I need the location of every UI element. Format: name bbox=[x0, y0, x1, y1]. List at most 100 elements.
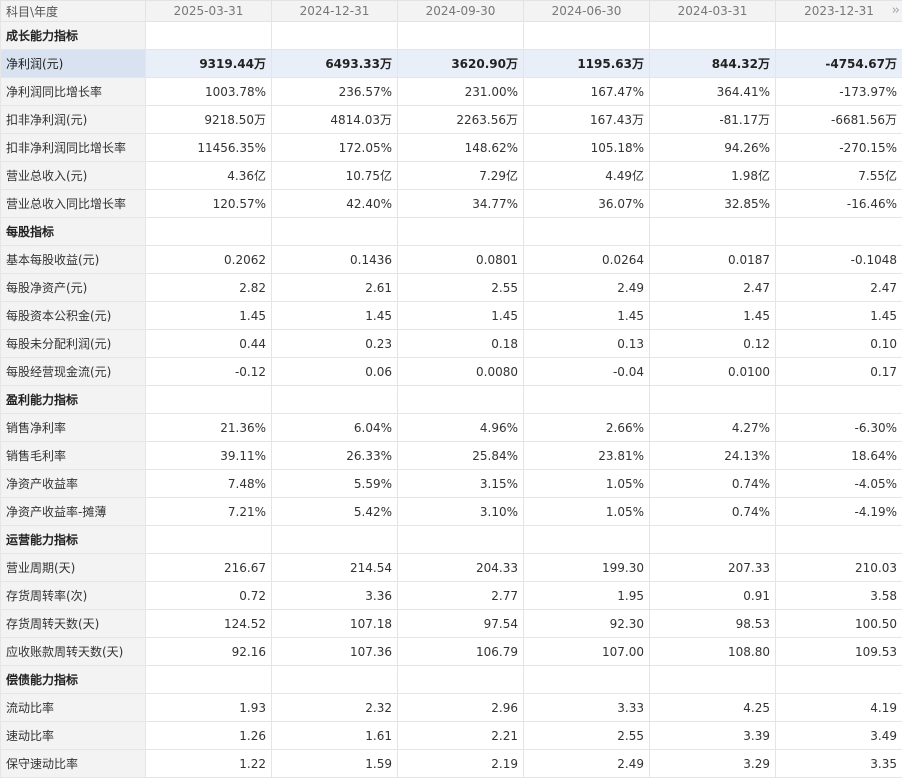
empty-cell bbox=[146, 386, 272, 414]
value-cell: 231.00% bbox=[398, 78, 524, 106]
value-cell: 2.66% bbox=[524, 414, 650, 442]
value-cell: 2263.56万 bbox=[398, 106, 524, 134]
row-label: 保守速动比率 bbox=[1, 750, 146, 778]
value-cell: 0.06 bbox=[272, 358, 398, 386]
value-cell: 7.29亿 bbox=[398, 162, 524, 190]
value-cell: 120.57% bbox=[146, 190, 272, 218]
empty-cell bbox=[524, 526, 650, 554]
empty-cell bbox=[272, 666, 398, 694]
section-header-row: 盈利能力指标 bbox=[1, 386, 902, 414]
value-cell: 204.33 bbox=[398, 554, 524, 582]
row-label: 销售毛利率 bbox=[1, 442, 146, 470]
value-cell: 2.49 bbox=[524, 750, 650, 778]
empty-cell bbox=[524, 218, 650, 246]
value-cell: 3.58 bbox=[776, 582, 902, 610]
value-cell: 39.11% bbox=[146, 442, 272, 470]
value-cell: 0.0264 bbox=[524, 246, 650, 274]
empty-cell bbox=[524, 666, 650, 694]
value-cell: 172.05% bbox=[272, 134, 398, 162]
row-label: 每股未分配利润(元) bbox=[1, 330, 146, 358]
section-title: 偿债能力指标 bbox=[1, 666, 146, 694]
value-cell: -4754.67万 bbox=[776, 50, 902, 78]
section-header-row: 每股指标 bbox=[1, 218, 902, 246]
header-period[interactable]: 2024-09-30 bbox=[398, 1, 524, 22]
header-label: 科目\年度 bbox=[1, 1, 146, 22]
row-label: 净利润(元) bbox=[1, 50, 146, 78]
value-cell: 167.43万 bbox=[524, 106, 650, 134]
value-cell: 2.21 bbox=[398, 722, 524, 750]
value-cell: 1.45 bbox=[524, 302, 650, 330]
value-cell: 1.45 bbox=[398, 302, 524, 330]
value-cell: 6.04% bbox=[272, 414, 398, 442]
row-label: 存货周转率(次) bbox=[1, 582, 146, 610]
value-cell: 3.10% bbox=[398, 498, 524, 526]
row-label: 每股净资产(元) bbox=[1, 274, 146, 302]
empty-cell bbox=[650, 666, 776, 694]
row-label: 净利润同比增长率 bbox=[1, 78, 146, 106]
value-cell: 2.32 bbox=[272, 694, 398, 722]
value-cell: 1195.63万 bbox=[524, 50, 650, 78]
value-cell: 124.52 bbox=[146, 610, 272, 638]
value-cell: 1.98亿 bbox=[650, 162, 776, 190]
header-period[interactable]: 2025-03-31 bbox=[146, 1, 272, 22]
header-period[interactable]: 2023-12-31›› bbox=[776, 1, 902, 22]
value-cell: 3.15% bbox=[398, 470, 524, 498]
value-cell: 1003.78% bbox=[146, 78, 272, 106]
value-cell: 3.35 bbox=[776, 750, 902, 778]
value-cell: 0.74% bbox=[650, 470, 776, 498]
section-title: 成长能力指标 bbox=[1, 22, 146, 50]
empty-cell bbox=[776, 218, 902, 246]
value-cell: 4814.03万 bbox=[272, 106, 398, 134]
value-cell: 0.0100 bbox=[650, 358, 776, 386]
value-cell: 0.13 bbox=[524, 330, 650, 358]
empty-cell bbox=[776, 386, 902, 414]
value-cell: 10.75亿 bbox=[272, 162, 398, 190]
row-label: 销售净利率 bbox=[1, 414, 146, 442]
value-cell: 148.62% bbox=[398, 134, 524, 162]
row-label: 营业周期(天) bbox=[1, 554, 146, 582]
empty-cell bbox=[776, 22, 902, 50]
value-cell: 1.61 bbox=[272, 722, 398, 750]
row-label: 每股资本公积金(元) bbox=[1, 302, 146, 330]
double-chevron-right-icon[interactable]: ›› bbox=[892, 3, 898, 18]
value-cell: 24.13% bbox=[650, 442, 776, 470]
value-cell: 0.23 bbox=[272, 330, 398, 358]
value-cell: 210.03 bbox=[776, 554, 902, 582]
value-cell: -173.97% bbox=[776, 78, 902, 106]
value-cell: 4.27% bbox=[650, 414, 776, 442]
value-cell: 2.61 bbox=[272, 274, 398, 302]
value-cell: 0.0187 bbox=[650, 246, 776, 274]
value-cell: 105.18% bbox=[524, 134, 650, 162]
value-cell: 5.42% bbox=[272, 498, 398, 526]
value-cell: 97.54 bbox=[398, 610, 524, 638]
value-cell: 1.05% bbox=[524, 498, 650, 526]
row-label: 流动比率 bbox=[1, 694, 146, 722]
empty-cell bbox=[524, 22, 650, 50]
value-cell: 2.47 bbox=[650, 274, 776, 302]
header-period[interactable]: 2024-06-30 bbox=[524, 1, 650, 22]
value-cell: 18.64% bbox=[776, 442, 902, 470]
value-cell: 0.0801 bbox=[398, 246, 524, 274]
value-cell: -16.46% bbox=[776, 190, 902, 218]
value-cell: 844.32万 bbox=[650, 50, 776, 78]
value-cell: 34.77% bbox=[398, 190, 524, 218]
value-cell: 0.2062 bbox=[146, 246, 272, 274]
value-cell: 0.0080 bbox=[398, 358, 524, 386]
header-period[interactable]: 2024-03-31 bbox=[650, 1, 776, 22]
value-cell: 2.77 bbox=[398, 582, 524, 610]
header-period[interactable]: 2024-12-31 bbox=[272, 1, 398, 22]
row-label: 扣非净利润(元) bbox=[1, 106, 146, 134]
empty-cell bbox=[272, 386, 398, 414]
value-cell: 0.91 bbox=[650, 582, 776, 610]
row-label: 净资产收益率 bbox=[1, 470, 146, 498]
